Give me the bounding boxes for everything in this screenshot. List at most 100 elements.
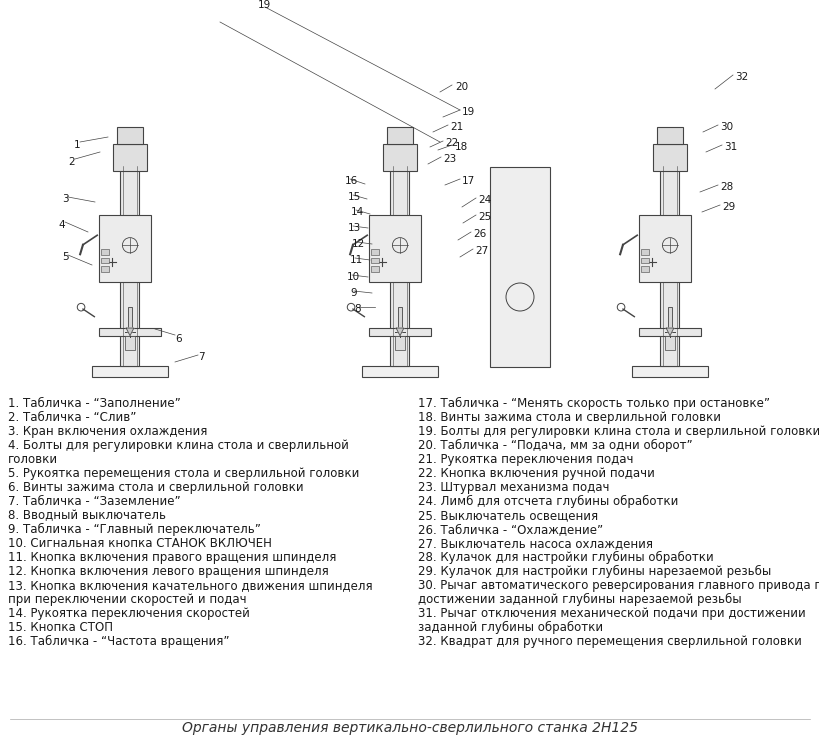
- Text: головки: головки: [8, 453, 58, 466]
- Text: 19: 19: [461, 107, 475, 117]
- Text: 2: 2: [68, 157, 75, 167]
- Text: 24: 24: [477, 195, 491, 205]
- Bar: [395, 335, 405, 350]
- Polygon shape: [396, 328, 403, 335]
- Text: 25: 25: [477, 212, 491, 222]
- Text: 12: 12: [351, 239, 364, 249]
- Text: 26: 26: [473, 229, 486, 239]
- Text: 9. Табличка - “Главный переключатель”: 9. Табличка - “Главный переключатель”: [8, 523, 260, 536]
- Bar: [659, 166, 679, 365]
- Text: 30. Рычаг автоматического реверсирования главного привода при: 30. Рычаг автоматического реверсирования…: [418, 579, 819, 592]
- Text: 25. Выключатель освещения: 25. Выключатель освещения: [418, 509, 597, 522]
- Text: достижении заданной глубины нарезаемой резьбы: достижении заданной глубины нарезаемой р…: [418, 593, 740, 606]
- Text: 22: 22: [445, 138, 458, 148]
- Bar: [99, 215, 152, 282]
- Text: 20. Табличка - “Подача, мм за одни оборот”: 20. Табличка - “Подача, мм за одни оборо…: [418, 439, 692, 452]
- Text: 23. Штурвал механизма подач: 23. Штурвал механизма подач: [418, 481, 609, 494]
- Polygon shape: [126, 328, 133, 335]
- Bar: [370, 258, 378, 263]
- Text: Органы управления вертикально-сверлильного станка 2Н125: Органы управления вертикально-сверлильно…: [182, 721, 637, 735]
- Bar: [640, 249, 648, 255]
- Text: 11. Кнопка включения правого вращения шпинделя: 11. Кнопка включения правого вращения шп…: [8, 551, 336, 564]
- Text: 17: 17: [461, 176, 475, 186]
- Text: 28. Кулачок для настройки глубины обработки: 28. Кулачок для настройки глубины обрабо…: [418, 551, 713, 564]
- Text: 12. Кнопка включения левого вращения шпинделя: 12. Кнопка включения левого вращения шпи…: [8, 565, 328, 578]
- Text: 18. Винты зажима стола и сверлильной головки: 18. Винты зажима стола и сверлильной гол…: [418, 411, 720, 424]
- Bar: [128, 307, 132, 328]
- Text: 6: 6: [174, 334, 181, 344]
- Text: 30: 30: [719, 122, 732, 132]
- Bar: [113, 144, 147, 171]
- Text: 10: 10: [346, 272, 360, 282]
- Text: 27. Выключатель насоса охлаждения: 27. Выключатель насоса охлаждения: [418, 537, 652, 550]
- Text: 27: 27: [474, 246, 487, 256]
- Text: 19. Болты для регулировки клина стола и сверлильной головки: 19. Болты для регулировки клина стола и …: [418, 425, 819, 438]
- Text: 16. Табличка - “Частота вращения”: 16. Табличка - “Частота вращения”: [8, 635, 229, 648]
- Text: 1: 1: [74, 140, 80, 150]
- Text: 18: 18: [455, 142, 468, 152]
- Text: 31. Рычаг отключения механической подачи при достижении: 31. Рычаг отключения механической подачи…: [418, 607, 805, 620]
- Text: 8. Вводный выключатель: 8. Вводный выключатель: [8, 509, 165, 522]
- Bar: [667, 307, 672, 328]
- Text: 7: 7: [197, 352, 205, 362]
- Bar: [101, 249, 108, 255]
- Text: 19: 19: [258, 0, 271, 10]
- Text: 9: 9: [350, 288, 356, 298]
- Bar: [390, 166, 409, 365]
- Text: 29: 29: [721, 202, 735, 212]
- Bar: [664, 335, 674, 350]
- Text: 22. Кнопка включения ручной подачи: 22. Кнопка включения ручной подачи: [418, 467, 654, 480]
- Bar: [370, 266, 378, 272]
- Text: 32: 32: [734, 72, 747, 82]
- Text: 2. Табличка - “Слив”: 2. Табличка - “Слив”: [8, 411, 136, 424]
- Bar: [638, 215, 690, 282]
- Text: 28: 28: [719, 182, 732, 192]
- Text: 3: 3: [62, 194, 69, 204]
- Text: 32. Квадрат для ручного перемещения сверлильной головки: 32. Квадрат для ручного перемещения свер…: [418, 635, 801, 648]
- Bar: [369, 215, 421, 282]
- Text: 4. Болты для регулировки клина стола и сверлильной: 4. Болты для регулировки клина стола и с…: [8, 439, 348, 452]
- Bar: [99, 328, 161, 335]
- Text: 1. Табличка - “Заполнение”: 1. Табличка - “Заполнение”: [8, 397, 180, 410]
- Bar: [120, 166, 139, 365]
- Bar: [640, 258, 648, 263]
- Text: 31: 31: [723, 142, 736, 152]
- Bar: [369, 328, 430, 335]
- Bar: [638, 328, 700, 335]
- Bar: [101, 266, 108, 272]
- Text: 14. Рукоятка переключения скоростей: 14. Рукоятка переключения скоростей: [8, 607, 250, 620]
- Text: при переключении скоростей и подач: при переключении скоростей и подач: [8, 593, 247, 606]
- Text: 4: 4: [58, 220, 65, 230]
- Text: 5: 5: [62, 252, 69, 262]
- Text: 21. Рукоятка переключения подач: 21. Рукоятка переключения подач: [418, 453, 633, 466]
- Bar: [656, 127, 682, 144]
- Bar: [116, 127, 143, 144]
- Text: 7. Табличка - “Заземление”: 7. Табличка - “Заземление”: [8, 495, 180, 508]
- Text: 5. Рукоятка перемещения стола и сверлильной головки: 5. Рукоятка перемещения стола и сверлиль…: [8, 467, 359, 480]
- Text: 15: 15: [347, 192, 361, 202]
- Bar: [397, 307, 402, 328]
- Bar: [653, 144, 686, 171]
- Bar: [361, 365, 437, 377]
- Text: 17. Табличка - “Менять скорость только при остановке”: 17. Табличка - “Менять скорость только п…: [418, 397, 769, 410]
- Bar: [640, 266, 648, 272]
- Text: 14: 14: [351, 207, 364, 217]
- Text: 26. Табличка - “Охлаждение”: 26. Табличка - “Охлаждение”: [418, 523, 603, 536]
- Bar: [0, 0, 819, 389]
- Text: 13: 13: [347, 223, 361, 233]
- Bar: [631, 365, 707, 377]
- Bar: [387, 127, 413, 144]
- Bar: [125, 335, 134, 350]
- Text: 13. Кнопка включения качательного движения шпинделя: 13. Кнопка включения качательного движен…: [8, 579, 372, 592]
- Text: 3. Кран включения охлаждения: 3. Кран включения охлаждения: [8, 425, 207, 438]
- Polygon shape: [665, 328, 673, 335]
- Text: 6. Винты зажима стола и сверлильной головки: 6. Винты зажима стола и сверлильной голо…: [8, 481, 303, 494]
- Text: 20: 20: [455, 82, 468, 92]
- Text: 8: 8: [354, 304, 360, 314]
- Text: 21: 21: [450, 122, 463, 132]
- Text: 29. Кулачок для настройки глубины нарезаемой резьбы: 29. Кулачок для настройки глубины нареза…: [418, 565, 771, 578]
- Bar: [490, 167, 550, 367]
- Bar: [92, 365, 168, 377]
- Text: 23: 23: [442, 154, 455, 164]
- Bar: [101, 258, 108, 263]
